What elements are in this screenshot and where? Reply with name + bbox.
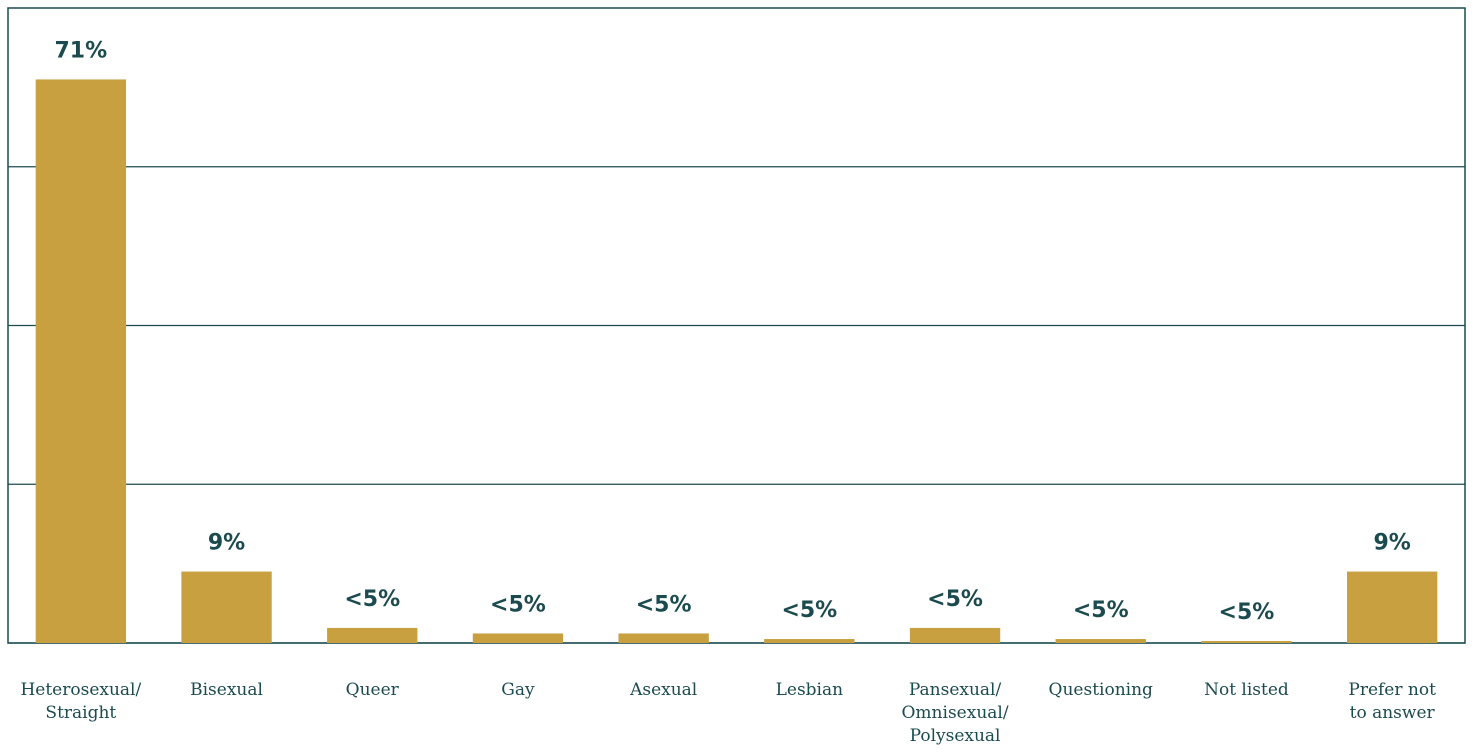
value-label: 71% <box>55 38 108 63</box>
x-tick-label: Asexual <box>629 680 697 700</box>
bar <box>327 627 418 643</box>
x-tick-label: to answer <box>1350 703 1436 723</box>
value-label: <5% <box>1219 600 1275 625</box>
bar <box>1055 639 1146 643</box>
x-tick-label: Straight <box>45 703 116 723</box>
bar <box>909 627 1001 643</box>
value-label: 9% <box>1373 531 1410 556</box>
x-tick-label: Questioning <box>1049 680 1154 700</box>
value-label: <5% <box>927 587 983 612</box>
x-tick-label: Heterosexual/ <box>20 680 141 700</box>
bar <box>472 633 564 643</box>
x-tick-label: Not listed <box>1204 680 1289 700</box>
bar <box>181 571 272 643</box>
bar <box>35 79 127 643</box>
value-label: <5% <box>1073 598 1129 623</box>
x-tick-label: Prefer not <box>1348 680 1436 700</box>
x-tick-label: Gay <box>501 680 535 700</box>
x-tick-label: Queer <box>346 680 400 700</box>
bar <box>764 639 855 643</box>
x-tick-label: Polysexual <box>910 726 1001 746</box>
value-label: 9% <box>208 531 245 556</box>
x-tick-label: Lesbian <box>776 680 844 700</box>
x-tick-label: Omnisexual/ <box>902 703 1009 723</box>
bar <box>1346 571 1438 643</box>
bar <box>1201 641 1292 643</box>
value-label: <5% <box>781 598 837 623</box>
value-label: <5% <box>344 587 400 612</box>
bar <box>618 633 709 643</box>
x-tick-label: Bisexual <box>190 680 263 700</box>
value-label: <5% <box>636 592 692 617</box>
value-label: <5% <box>490 592 546 617</box>
x-tick-label: Pansexual/ <box>909 680 1002 700</box>
